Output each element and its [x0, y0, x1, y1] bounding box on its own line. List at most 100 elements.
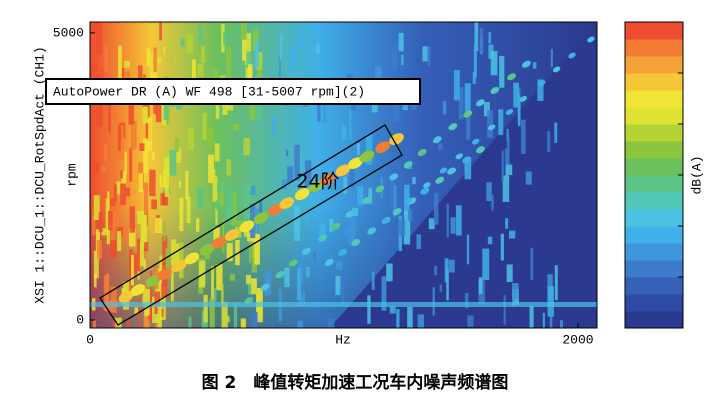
texture	[124, 187, 130, 197]
texture	[151, 199, 158, 210]
texture	[435, 176, 445, 184]
texture	[344, 226, 351, 236]
texture	[198, 25, 203, 45]
texture	[479, 28, 484, 52]
texture	[197, 186, 204, 208]
texture	[196, 218, 200, 232]
texture	[462, 156, 472, 164]
texture	[487, 110, 493, 138]
texture	[260, 283, 270, 291]
texture	[149, 169, 156, 197]
texture	[408, 209, 413, 221]
texture	[351, 239, 361, 247]
texture	[327, 318, 335, 328]
texture	[423, 182, 431, 189]
texture	[322, 96, 327, 123]
texture	[169, 149, 177, 176]
texture	[224, 229, 240, 241]
texture	[374, 140, 379, 152]
texture	[294, 205, 301, 241]
colorbar-band	[625, 277, 683, 295]
texture	[432, 287, 435, 316]
texture	[134, 307, 138, 315]
texture	[438, 143, 443, 150]
texture	[442, 101, 447, 115]
texture	[512, 290, 515, 307]
x-tick-label: 0	[86, 332, 94, 347]
texture	[208, 154, 214, 183]
texture	[284, 267, 290, 288]
texture	[115, 202, 120, 228]
texture	[163, 221, 166, 242]
texture	[118, 290, 134, 303]
texture	[297, 320, 303, 328]
texture	[278, 56, 282, 80]
texture	[209, 298, 215, 328]
texture	[94, 62, 98, 73]
texture	[217, 183, 223, 193]
texture	[93, 250, 99, 279]
texture	[537, 79, 544, 101]
legend-text: AutoPower DR (A) WF 498 [31-5007 rpm](2)	[53, 84, 365, 99]
texture	[304, 209, 309, 222]
texture	[547, 131, 551, 153]
texture	[153, 47, 157, 72]
texture	[542, 312, 545, 328]
texture	[115, 108, 118, 127]
texture	[250, 185, 256, 195]
texture	[94, 162, 99, 174]
texture	[313, 251, 316, 262]
order-box	[99, 124, 403, 326]
texture	[375, 141, 391, 154]
texture	[368, 187, 373, 204]
texture	[386, 263, 393, 282]
texture	[506, 264, 513, 283]
texture	[348, 213, 356, 245]
texture	[490, 51, 498, 76]
texture	[90, 302, 597, 307]
texture	[538, 80, 546, 87]
texture	[197, 64, 204, 77]
texture	[235, 240, 240, 266]
texture	[427, 46, 431, 66]
texture	[160, 193, 166, 206]
texture	[365, 134, 373, 165]
colorbar-label: dB(A)	[689, 155, 704, 194]
legend-box	[45, 78, 421, 105]
texture	[491, 194, 494, 211]
texture	[127, 320, 130, 328]
texture	[147, 104, 150, 119]
texture	[175, 148, 182, 163]
texture	[329, 219, 334, 232]
texture	[517, 94, 521, 127]
texture	[382, 46, 388, 82]
texture	[417, 148, 427, 157]
texture	[226, 243, 233, 262]
texture	[122, 224, 129, 243]
texture	[381, 276, 387, 311]
texture	[486, 182, 492, 202]
texture	[104, 143, 108, 161]
colorbar-band	[625, 141, 683, 159]
texture	[506, 164, 513, 176]
texture	[335, 260, 343, 270]
texture	[143, 242, 149, 252]
texture	[94, 274, 97, 288]
texture	[143, 259, 146, 269]
texture	[482, 248, 490, 281]
texture	[110, 206, 116, 241]
texture	[520, 119, 526, 154]
texture	[253, 212, 269, 224]
texture	[98, 212, 103, 232]
texture	[237, 220, 245, 228]
texture	[95, 22, 102, 55]
texture	[151, 152, 155, 161]
texture	[287, 166, 294, 183]
texture	[367, 227, 377, 235]
texture	[345, 210, 355, 218]
texture	[501, 150, 504, 182]
texture	[498, 109, 504, 136]
texture	[145, 275, 161, 287]
texture	[187, 34, 194, 54]
texture	[118, 125, 125, 159]
